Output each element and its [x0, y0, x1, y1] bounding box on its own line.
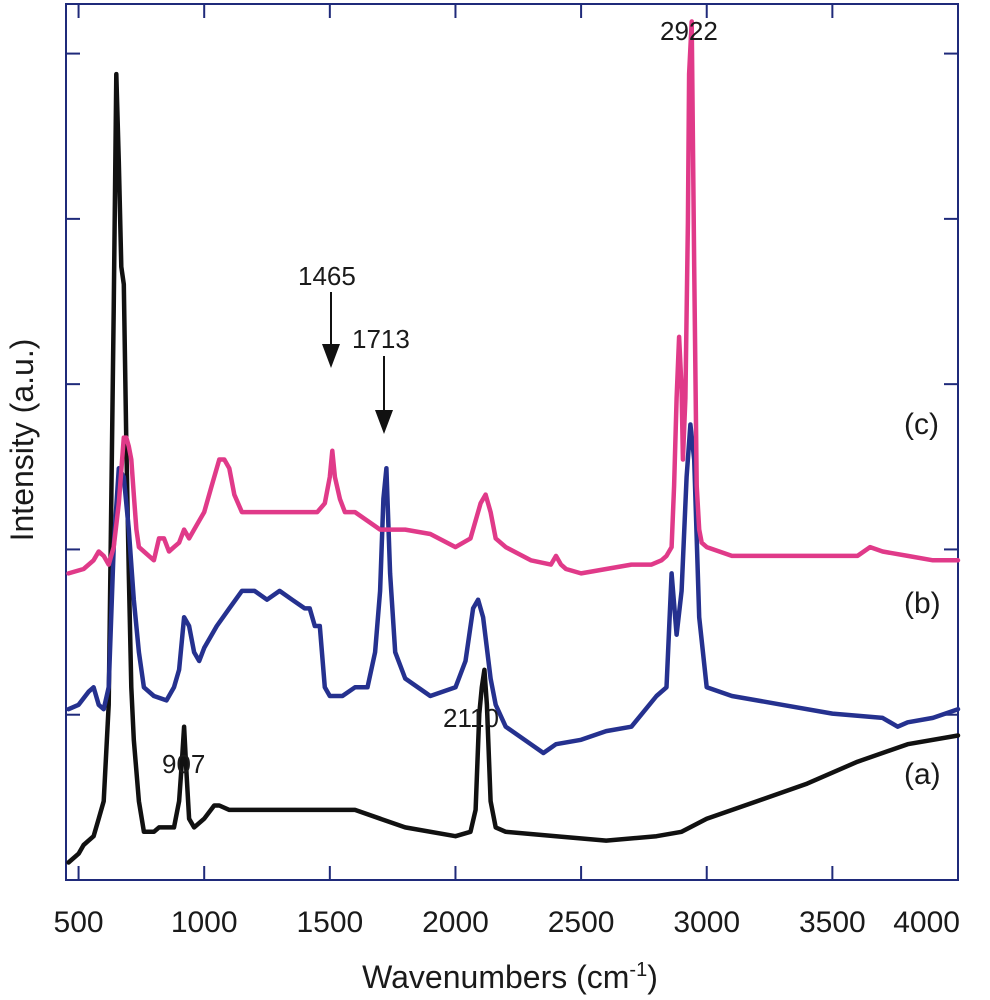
plot-frame: [65, 3, 959, 881]
arrow-1713: [375, 356, 393, 434]
x-axis-title: Wavenumbers (cm-1): [362, 959, 658, 995]
x-tick-label: 3500: [799, 906, 866, 939]
annotation-907: 907: [162, 749, 205, 779]
series-c-line: [66, 19, 961, 576]
series-b-label: (b): [904, 587, 941, 620]
annotation-1713: 1713: [352, 324, 410, 354]
series-c-label: (c): [904, 408, 939, 441]
arrow-1465: [322, 292, 340, 368]
annotation-2922: 2922: [660, 16, 718, 46]
x-tick-label: 1500: [296, 906, 363, 939]
x-axis-ticks: [77, 4, 959, 880]
x-tick-label: 2500: [548, 906, 615, 939]
x-tick-label: 2000: [422, 906, 489, 939]
annotation-2110: 2110: [443, 703, 499, 733]
x-tick-label: 3000: [673, 906, 740, 939]
x-tick-label: 500: [54, 906, 104, 939]
x-tick-label: 1000: [171, 906, 238, 939]
series-b-line: [66, 422, 961, 756]
x-tick-label: 4000: [893, 906, 960, 939]
annotation-1465: 1465: [298, 261, 356, 291]
series-a-line: [66, 71, 961, 865]
series-a-label: (a): [904, 758, 941, 791]
y-axis-ticks: [66, 52, 958, 716]
x-axis-tick-labels: 500 1000 1500 2000 2500 3000 3500 4000: [54, 906, 960, 939]
y-axis-title: Intensity (a.u.): [4, 339, 40, 542]
